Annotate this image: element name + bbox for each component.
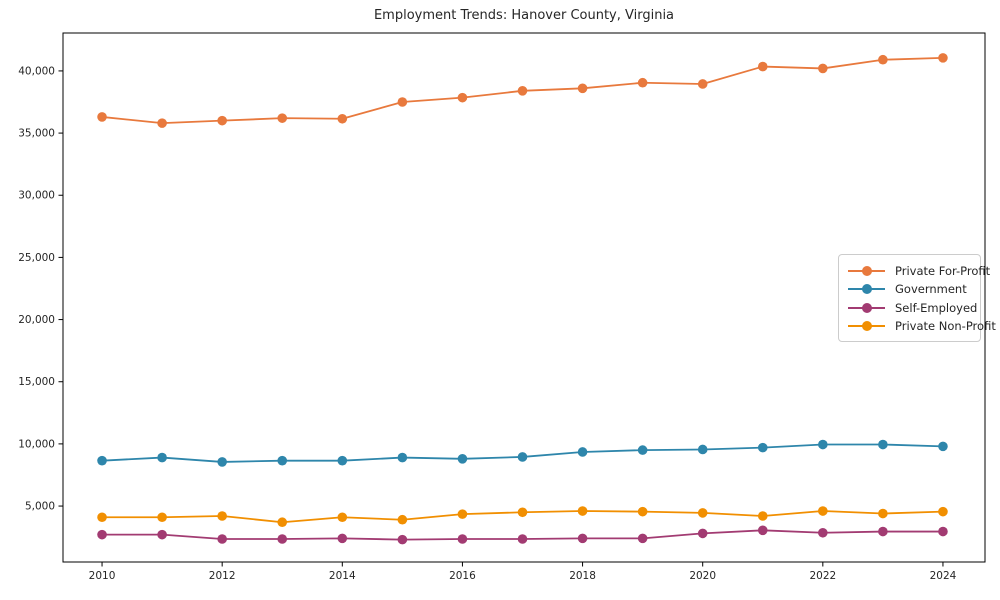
series-marker-2 [938, 526, 948, 537]
series-marker-2 [577, 533, 588, 544]
series-marker-0 [818, 63, 828, 74]
series-marker-2 [217, 534, 227, 544]
x-tick-label: 2022 [809, 570, 836, 582]
series-marker-3 [818, 506, 828, 516]
series-marker-0 [157, 118, 167, 128]
legend-marker-government-icon [848, 284, 885, 295]
series-marker-0 [337, 113, 348, 124]
series-marker-3 [517, 507, 528, 518]
series-marker-3 [457, 509, 468, 519]
chart-title: Employment Trends: Hanover County, Virgi… [373, 8, 675, 23]
series-marker-1 [577, 447, 588, 457]
series-marker-0 [277, 113, 288, 123]
legend-marker-private-non-profit-icon [848, 320, 885, 331]
x-tick-label: 2020 [689, 570, 716, 582]
series-marker-1 [818, 439, 828, 450]
series-marker-3 [697, 508, 708, 518]
x-tick-label: 2016 [449, 570, 476, 582]
legend-item-private-for-profit: Private For-Profit [848, 262, 990, 280]
series-marker-3 [337, 512, 348, 523]
series-marker-2 [457, 534, 468, 544]
series-marker-1 [697, 444, 708, 455]
y-tick-label: 30,000 [18, 190, 55, 202]
series-marker-3 [938, 506, 948, 517]
axes-frame [62, 32, 986, 563]
series-marker-0 [577, 83, 588, 94]
y-tick-label: 15,000 [18, 376, 55, 388]
series-marker-3 [217, 511, 227, 521]
legend-item-self-employed: Self-Employed [848, 299, 977, 317]
x-tick-label: 2010 [89, 570, 116, 582]
series-marker-2 [157, 529, 167, 540]
series-marker-0 [697, 79, 708, 89]
y-tick-label: 25,000 [18, 252, 55, 264]
series-marker-3 [157, 512, 167, 523]
y-tick-label: 40,000 [18, 65, 55, 77]
series-marker-3 [757, 511, 768, 521]
y-tick-label: 5,000 [25, 501, 55, 513]
legend-marker-self-employed-icon [848, 302, 885, 313]
series-marker-2 [697, 528, 708, 539]
series-marker-2 [337, 533, 348, 544]
series-marker-0 [397, 97, 408, 107]
series-marker-3 [577, 506, 588, 516]
y-tick-label: 35,000 [18, 128, 55, 140]
series-marker-2 [277, 534, 288, 544]
series-marker-2 [757, 525, 768, 536]
series-marker-2 [818, 527, 828, 538]
series-marker-0 [878, 54, 888, 65]
series-marker-1 [938, 441, 948, 452]
x-tick-label: 2014 [329, 570, 356, 582]
series-marker-2 [637, 533, 648, 544]
series-marker-2 [97, 529, 107, 540]
x-tick-label: 2024 [930, 570, 957, 582]
y-tick-label: 10,000 [18, 438, 55, 450]
series-marker-0 [457, 92, 468, 103]
series-marker-1 [878, 439, 888, 450]
series-marker-0 [637, 77, 648, 88]
legend-item-private-non-profit: Private Non-Profit [848, 317, 996, 335]
series-marker-1 [517, 452, 528, 462]
series-marker-3 [397, 514, 408, 525]
legend-label: Government [895, 282, 967, 297]
series-marker-1 [757, 442, 768, 453]
series-marker-1 [337, 455, 348, 466]
series-marker-0 [217, 115, 227, 126]
series-marker-3 [878, 508, 888, 519]
series-marker-0 [97, 112, 107, 122]
series-marker-2 [397, 534, 408, 545]
series-marker-3 [637, 506, 648, 517]
legend-label: Self-Employed [895, 300, 978, 315]
legend-label: Private For-Profit [895, 264, 991, 278]
series-marker-1 [457, 454, 468, 464]
y-tick-label: 20,000 [18, 314, 55, 326]
legend-item-government: Government [848, 280, 972, 298]
series-marker-1 [217, 457, 227, 467]
x-tick-label: 2012 [209, 570, 236, 582]
series-marker-1 [157, 452, 167, 463]
series-marker-1 [397, 452, 408, 463]
series-marker-1 [637, 445, 648, 455]
series-marker-1 [97, 455, 107, 466]
series-marker-0 [938, 53, 948, 63]
series-marker-0 [757, 61, 768, 72]
legend-marker-private-for-profit-icon [848, 266, 885, 276]
series-marker-2 [878, 526, 888, 537]
legend: Private For-Profit Government Self-Emplo… [838, 254, 996, 342]
series-marker-2 [517, 534, 528, 544]
x-tick-label: 2018 [569, 570, 596, 582]
series-marker-3 [97, 512, 107, 523]
series-marker-3 [277, 517, 288, 528]
legend-label: Private Non-Profit [895, 318, 996, 333]
series-marker-0 [517, 86, 528, 96]
series-marker-1 [277, 455, 288, 466]
